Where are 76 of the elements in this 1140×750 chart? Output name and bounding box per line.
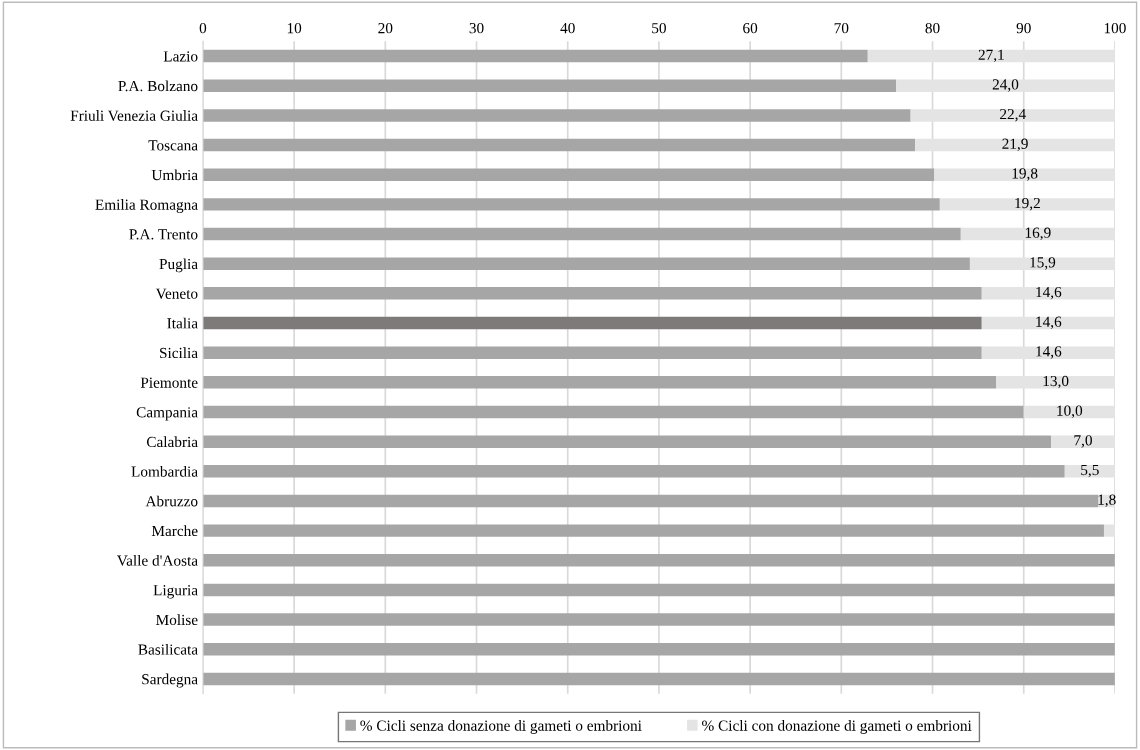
bar: [202, 346, 982, 359]
x-tick-label: 0: [199, 22, 207, 34]
legend-label: % Cicli senza donazione di gameti o embrioni: [360, 720, 642, 734]
bar: [202, 257, 970, 270]
bar: [202, 643, 1115, 656]
data-label: 1,8: [1098, 494, 1116, 507]
y-tick-label: Lombardia: [131, 466, 198, 477]
data-label: 16,9: [1025, 227, 1051, 241]
legend-label: % Cicli con donazione di gameti o embrioni: [702, 720, 972, 734]
bar: [202, 227, 961, 241]
y-tick-label: Molise: [156, 614, 198, 626]
x-tick-label: 80: [925, 22, 940, 34]
y-tick-label: Piemonte: [140, 377, 198, 388]
y-tick-label: Lazio: [163, 51, 198, 62]
bar: [1064, 465, 1115, 478]
data-label: 15,9: [1030, 257, 1056, 270]
bar: [202, 287, 982, 300]
x-tick-label: 60: [743, 22, 758, 34]
x-tick-label: 40: [560, 22, 575, 34]
y-tick-label: Umbria: [151, 169, 198, 181]
bar: [202, 524, 1104, 537]
data-label: 5,5: [1081, 464, 1099, 478]
data-label: 13,0: [1043, 375, 1069, 389]
data-label: 14,6: [1036, 346, 1062, 359]
bar: [202, 198, 940, 211]
y-tick-label: Abruzzo: [145, 495, 198, 507]
bar: [202, 79, 897, 92]
x-tick-label: 70: [834, 22, 849, 34]
y-tick-label: Campania: [136, 407, 198, 421]
y-tick-label: Calabria: [146, 436, 198, 448]
data-label: 22,4: [1000, 108, 1026, 122]
bar: [202, 494, 1099, 508]
bar: [202, 672, 1115, 686]
y-tick-label: Marche: [151, 525, 198, 537]
x-tick-label: 10: [287, 22, 302, 34]
y-tick-label: Valle d'Aosta: [116, 554, 198, 566]
data-label: 10,0: [1057, 405, 1083, 419]
y-tick-label: P.A. Bolzano: [118, 80, 198, 92]
data-label: 14,6: [1036, 316, 1062, 330]
y-tick-label: Italia: [167, 317, 198, 329]
bar: [202, 435, 1052, 448]
bar: [202, 465, 1065, 478]
y-tick-label: Toscana: [148, 140, 198, 151]
bar: [202, 316, 982, 330]
bar: [202, 554, 1115, 567]
bar: [1051, 435, 1115, 448]
x-tick-label: 90: [1016, 22, 1031, 34]
data-label: 27,1: [978, 49, 1004, 63]
bar: [202, 405, 1024, 419]
data-label: 7,0: [1074, 435, 1092, 448]
y-tick-label: Friuli Venezia Giulia: [70, 110, 198, 121]
x-tick-label: 20: [378, 22, 393, 34]
bar: [1103, 524, 1115, 537]
data-label: 19,2: [1015, 197, 1040, 211]
bar: [202, 613, 1115, 626]
bar: [202, 49, 868, 63]
y-tick-label: Emilia Romagna: [95, 199, 198, 213]
bar: [202, 583, 1115, 597]
x-tick-label: 50: [652, 22, 666, 34]
data-label: 19,8: [1012, 168, 1038, 181]
data-label: 21,9: [1002, 138, 1028, 152]
bar: [202, 376, 997, 389]
bar: [202, 138, 916, 152]
bar: [202, 168, 935, 181]
y-tick-label: Puglia: [159, 258, 198, 273]
data-label: 14,6: [1036, 286, 1062, 300]
y-tick-label: Sicilia: [160, 347, 198, 359]
y-tick-label: P.A. Trento: [129, 229, 198, 240]
y-tick-label: Basilicata: [138, 643, 198, 655]
bar: [202, 109, 911, 122]
y-tick-label: Veneto: [155, 288, 198, 299]
data-label: 24,0: [992, 79, 1019, 92]
x-tick-label: 100: [1104, 22, 1126, 34]
y-tick-label: Sardegna: [142, 673, 198, 688]
y-tick-label: Liguria: [153, 585, 198, 599]
x-tick-label: 30: [469, 22, 484, 34]
